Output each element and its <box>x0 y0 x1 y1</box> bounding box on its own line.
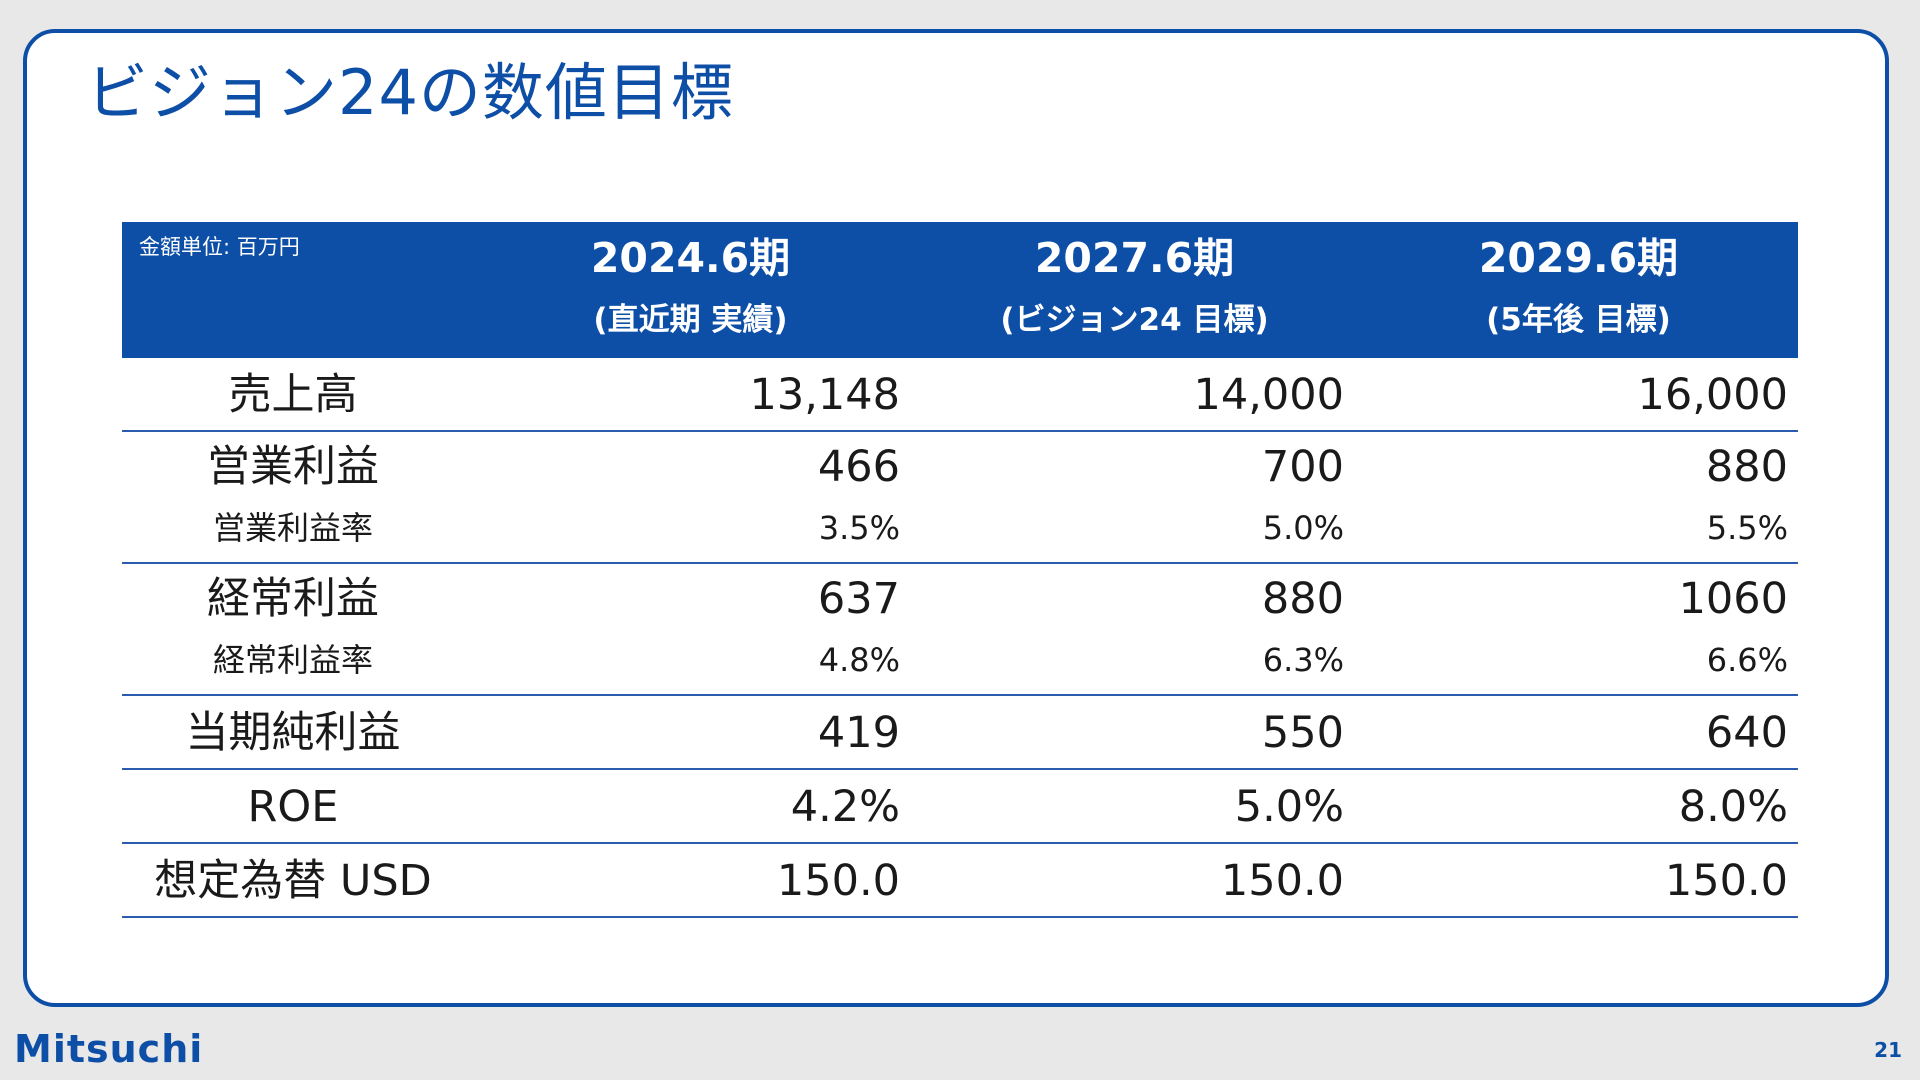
row-label: 想定為替 USD <box>154 856 432 906</box>
row-label: 営業利益率 <box>212 509 373 547</box>
cell-value: 3.5% <box>818 509 900 547</box>
column-header-fy2027: 2027.6期 (ビジョン24 目標) <box>912 222 1357 358</box>
cell-value: 637 <box>817 574 900 624</box>
table-row-operating-profit: 営業利益 466 700 880 <box>122 432 1798 496</box>
cell-value: 150.0 <box>1220 856 1344 906</box>
slide-frame <box>23 29 1889 1007</box>
cell-value: 880 <box>1261 574 1344 624</box>
targets-table: 金額単位: 百万円 2024.6期 (直近期 実績) 2027.6期 (ビジョン… <box>122 222 1798 918</box>
row-label: 当期純利益 <box>185 708 401 758</box>
cell-value: 1060 <box>1678 574 1788 624</box>
table-row-net-sales: 売上高 13,148 14,000 16,000 <box>122 358 1798 432</box>
cell-value: 16,000 <box>1637 370 1788 420</box>
cell-value: 6.6% <box>1706 641 1788 679</box>
column-period: 2024.6期 <box>590 234 791 282</box>
table-row-ordinary-profit: 経常利益 637 880 1060 <box>122 564 1798 628</box>
cell-value: 150.0 <box>776 856 900 906</box>
column-subtitle: (5年後 目標) <box>1486 302 1671 338</box>
row-label: 売上高 <box>228 370 358 420</box>
page-title: ビジョン24の数値目標 <box>86 56 734 129</box>
cell-value: 466 <box>817 442 900 492</box>
cell-value: 150.0 <box>1664 856 1788 906</box>
row-label: 経常利益率 <box>212 641 373 679</box>
cell-value: 700 <box>1261 442 1344 492</box>
column-period: 2029.6期 <box>1478 234 1679 282</box>
column-header-fy2029: 2029.6期 (5年後 目標) <box>1356 222 1801 358</box>
cell-value: 5.0% <box>1262 509 1344 547</box>
cell-value: 5.0% <box>1234 782 1344 832</box>
cell-value: 419 <box>817 708 900 758</box>
column-period: 2027.6期 <box>1034 234 1235 282</box>
unit-note: 金額単位: 百万円 <box>139 235 300 259</box>
cell-value: 13,148 <box>749 370 900 420</box>
cell-value: 550 <box>1261 708 1344 758</box>
row-label: ROE <box>247 782 339 832</box>
company-logo: Mitsuchi <box>14 1027 204 1071</box>
table-header: 金額単位: 百万円 2024.6期 (直近期 実績) 2027.6期 (ビジョン… <box>122 222 1798 358</box>
table-row-net-income: 当期純利益 419 550 640 <box>122 696 1798 770</box>
cell-value: 8.0% <box>1678 782 1788 832</box>
column-subtitle: (直近期 実績) <box>593 302 788 338</box>
cell-value: 6.3% <box>1262 641 1344 679</box>
table-row-fx-usd: 想定為替 USD 150.0 150.0 150.0 <box>122 844 1798 918</box>
cell-value: 5.5% <box>1706 509 1788 547</box>
table-row-roe: ROE 4.2% 5.0% 8.0% <box>122 770 1798 844</box>
table-row-operating-margin: 営業利益率 3.5% 5.0% 5.5% <box>122 496 1798 564</box>
cell-value: 4.2% <box>790 782 900 832</box>
column-subtitle: (ビジョン24 目標) <box>1000 302 1269 338</box>
row-label: 経常利益 <box>207 574 379 624</box>
cell-value: 4.8% <box>818 641 900 679</box>
column-header-fy2024: 2024.6期 (直近期 実績) <box>468 222 913 358</box>
table-row-ordinary-margin: 経常利益率 4.8% 6.3% 6.6% <box>122 628 1798 696</box>
cell-value: 640 <box>1705 708 1788 758</box>
cell-value: 14,000 <box>1193 370 1344 420</box>
row-label: 営業利益 <box>207 442 379 492</box>
page-number: 21 <box>1874 1038 1902 1062</box>
cell-value: 880 <box>1705 442 1788 492</box>
